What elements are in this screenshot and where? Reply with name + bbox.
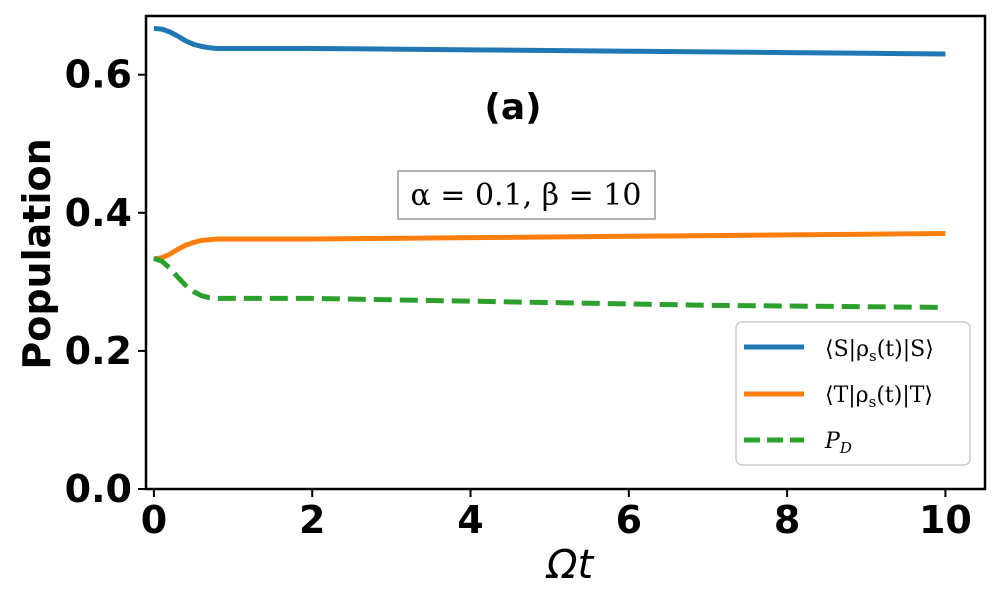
params-text: α = 0.1, β = 10	[411, 178, 642, 213]
panel-label: (a)	[484, 87, 541, 128]
x-tick-label: 10	[919, 498, 972, 542]
y-tick-label: 0.4	[65, 191, 132, 235]
legend-label-T: ⟨T|ρs(t)|T⟩	[825, 383, 933, 411]
params-box: α = 0.1, β = 10	[397, 170, 656, 220]
y-tick-label: 0.0	[65, 467, 132, 511]
series-layer	[153, 25, 946, 310]
ticks-layer: 0 2 4 6 8 10 0.0 0.2 0.4 0.6	[65, 53, 972, 542]
y-axis-label: Population	[15, 138, 59, 369]
y-tick-label: 0.2	[65, 329, 132, 373]
x-tick-label: 8	[774, 498, 800, 542]
series-line-1	[153, 231, 946, 262]
series-line-0	[153, 25, 946, 57]
x-tick-label: 4	[457, 498, 483, 542]
x-axis-label: Ωt	[545, 542, 595, 588]
x-tick-label: 6	[616, 498, 642, 542]
x-tick-label: 2	[299, 498, 325, 542]
y-tick-label: 0.6	[65, 53, 132, 97]
x-tick-label: 0	[141, 498, 167, 542]
series-line-2	[153, 256, 946, 310]
legend-label-PD: PD	[824, 429, 852, 457]
legend: ⟨S|ρs(t)|S⟩ ⟨T|ρs(t)|T⟩ PD	[735, 321, 971, 466]
legend-label-S: ⟨S|ρs(t)|S⟩	[825, 337, 934, 365]
axes-frame	[144, 14, 987, 491]
legend-box	[735, 321, 971, 466]
